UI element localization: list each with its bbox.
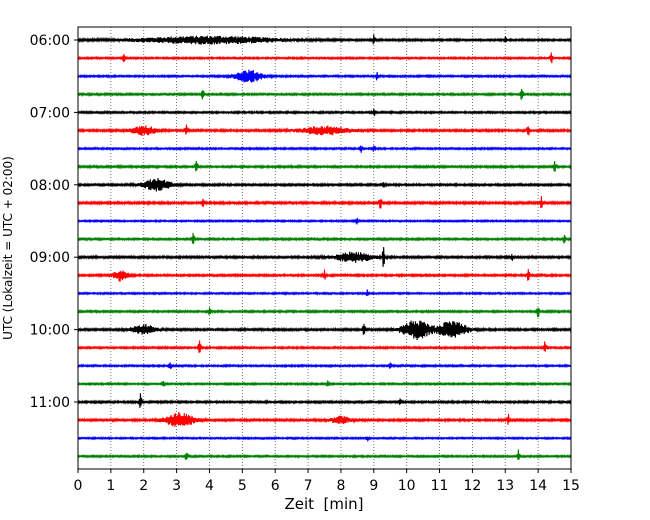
y-axis-ticks: 06:00 07:00 08:00 09:00 10:00 11:00: [30, 33, 78, 411]
trace-line-10:30: [77, 362, 572, 370]
x-tick-label: 1: [106, 478, 115, 494]
trace-line-09:15: [77, 269, 572, 282]
x-tick-label: 2: [139, 478, 148, 494]
x-tick-label: 12: [463, 478, 481, 494]
trace-line-08:30: [77, 217, 572, 225]
trace-line-08:45: [77, 232, 572, 244]
trace-line-06:45: [77, 88, 572, 100]
y-tick-label: 08:00: [30, 178, 70, 194]
trace-line-07:00: [77, 108, 572, 116]
x-tick-label: 13: [496, 478, 514, 494]
x-tick-label: 5: [238, 478, 247, 494]
trace-line-06:00: [77, 34, 572, 45]
trace-line-10:45: [77, 380, 572, 387]
trace-line-08:00: [77, 178, 572, 192]
trace-line-06:30: [77, 69, 572, 83]
x-tick-label: 10: [398, 478, 416, 494]
trace-series: [77, 34, 572, 461]
trace-line-09:45: [77, 307, 572, 318]
trace-line-11:00: [77, 393, 572, 408]
trace-line-08:15: [77, 196, 572, 209]
y-tick-label: 09:00: [30, 250, 70, 266]
trace-line-10:15: [77, 340, 572, 353]
x-tick-label: 4: [205, 478, 214, 494]
trace-line-11:15: [77, 412, 572, 428]
y-tick-label: 10:00: [30, 323, 70, 339]
y-axis-label: UTC (Lokalzeit = UTC + 02:00): [1, 156, 15, 340]
x-tick-label: 7: [304, 478, 313, 494]
y-tick-label: 06:00: [30, 33, 70, 49]
x-axis-label: Zeit [min]: [284, 495, 363, 513]
trace-line-07:15: [77, 124, 572, 136]
trace-line-07:30: [77, 145, 572, 153]
x-tick-label: 8: [336, 478, 345, 494]
x-tick-label: 11: [431, 478, 449, 494]
trace-line-11:30: [77, 435, 572, 442]
x-tick-label: 14: [529, 478, 547, 494]
y-tick-label: 07:00: [30, 105, 70, 121]
y-tick-label: 11:00: [30, 395, 70, 411]
x-tick-label: 9: [369, 478, 378, 494]
x-tick-label: 0: [74, 478, 83, 494]
x-tick-label: 3: [172, 478, 181, 494]
x-tick-label: 15: [562, 478, 580, 494]
trace-line-09:30: [77, 289, 572, 297]
plot-frame: [77, 26, 572, 470]
trace-line-10:00: [77, 320, 572, 341]
trace-line-07:45: [77, 161, 572, 172]
x-tick-label: 6: [271, 478, 280, 494]
trace-line-11:45: [77, 449, 572, 461]
x-axis-ticks: 0 1 2 3 4 5 6 7 8 9 10 11 12 13 14 15: [74, 469, 580, 494]
trace-line-09:00: [77, 247, 572, 267]
trace-line-06:15: [77, 52, 572, 64]
